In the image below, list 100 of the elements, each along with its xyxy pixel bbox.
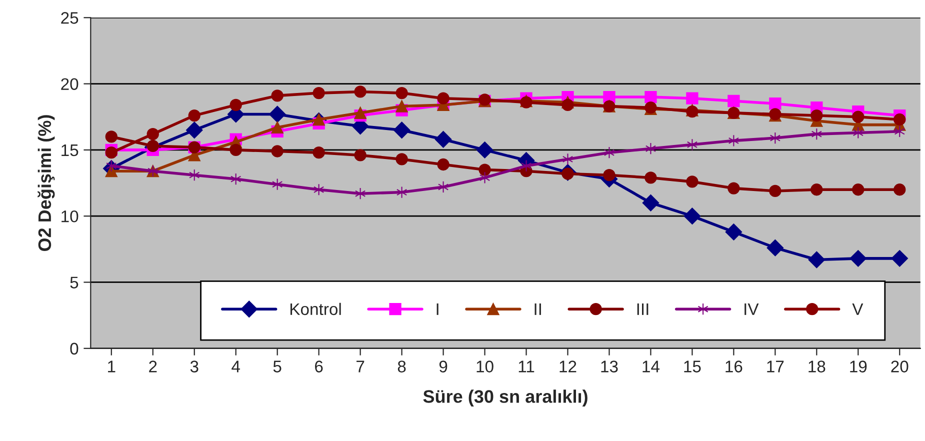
x-tick-label: 2: [149, 360, 157, 372]
y-tick-label: 25: [61, 12, 78, 24]
point: [644, 90, 657, 104]
point: [396, 153, 408, 166]
y-tick-label: 10: [62, 210, 78, 222]
x-tick-label: 4: [232, 360, 240, 372]
x-axis-title: Süre (30 sn aralıklı): [423, 390, 588, 406]
point: [434, 130, 452, 148]
point: [437, 158, 450, 171]
point: [810, 184, 823, 196]
x-tick-label: 15: [684, 360, 701, 372]
point: [645, 142, 656, 155]
point: [810, 109, 823, 122]
point: [271, 145, 284, 158]
point: [146, 128, 159, 140]
point: [562, 153, 574, 166]
point: [894, 113, 906, 126]
x-tick-label: 1: [108, 360, 116, 372]
point: [725, 224, 742, 240]
point: [188, 109, 200, 122]
point: [396, 100, 408, 112]
point: [437, 92, 450, 104]
point: [769, 184, 782, 198]
x-tick-label: 14: [642, 360, 660, 372]
point: [268, 106, 286, 123]
x-tick-label: 6: [315, 360, 323, 372]
y-tick-label: 15: [62, 144, 78, 156]
x-tick-label: 13: [601, 360, 618, 372]
point: [642, 194, 660, 212]
legend-label: III: [637, 303, 648, 315]
legend-label: V: [852, 303, 864, 315]
point: [770, 132, 781, 144]
legend-label: I: [436, 303, 438, 315]
point: [766, 239, 784, 256]
point: [686, 176, 698, 188]
x-tick-label: 7: [356, 360, 364, 372]
y-tick-label: 5: [70, 276, 78, 288]
x-tick-label: 8: [398, 360, 406, 372]
point: [272, 178, 283, 190]
x-tick-label: 16: [726, 360, 742, 372]
point: [686, 138, 698, 151]
point: [808, 251, 826, 268]
point: [271, 121, 284, 134]
y-tick-label: 0: [70, 342, 78, 355]
point: [312, 86, 325, 100]
y-tick-label: 20: [61, 78, 78, 90]
point: [105, 130, 118, 143]
point: [728, 134, 740, 147]
point: [603, 169, 616, 182]
point: [769, 98, 782, 110]
point: [393, 122, 410, 138]
point: [354, 106, 366, 119]
point: [562, 98, 574, 112]
point: [354, 86, 366, 98]
point: [728, 182, 740, 194]
x-tick-label: 10: [476, 360, 494, 372]
x-tick-label: 17: [767, 360, 784, 372]
x-tick-label: 19: [850, 360, 867, 372]
point: [146, 140, 159, 152]
point: [894, 184, 906, 196]
x-tick-label: 3: [190, 360, 198, 372]
point: [894, 125, 905, 138]
legend-label: Kontrol: [290, 302, 341, 316]
point: [396, 186, 408, 198]
point: [728, 94, 740, 108]
point: [852, 126, 864, 139]
point: [850, 250, 867, 267]
point: [852, 184, 864, 196]
x-tick-label: 18: [808, 360, 826, 372]
point: [852, 110, 864, 123]
point: [891, 250, 908, 267]
point: [354, 149, 366, 162]
x-tick-label: 9: [439, 360, 448, 372]
point: [479, 172, 490, 184]
x-tick-label: 20: [891, 360, 908, 372]
point: [478, 164, 491, 176]
point: [811, 128, 822, 140]
point: [396, 86, 408, 100]
point: [186, 122, 203, 138]
point: [476, 142, 494, 158]
point: [271, 90, 284, 102]
point: [354, 188, 366, 200]
point: [684, 208, 701, 224]
point: [230, 98, 242, 112]
point: [313, 184, 324, 196]
x-tick-label: 12: [560, 360, 576, 372]
point: [520, 160, 532, 172]
y-axis-title: O2 Değişimi (%): [38, 115, 55, 251]
point: [604, 146, 615, 159]
point: [644, 172, 657, 184]
point: [230, 144, 242, 156]
x-tick-label: 5: [273, 360, 282, 372]
x-tick-label: 11: [518, 360, 534, 372]
point: [105, 146, 118, 159]
legend-label: II: [534, 303, 541, 315]
point: [438, 180, 449, 194]
legend-label: IV: [744, 303, 759, 315]
point: [312, 146, 325, 159]
point: [686, 92, 698, 104]
point: [312, 113, 325, 126]
